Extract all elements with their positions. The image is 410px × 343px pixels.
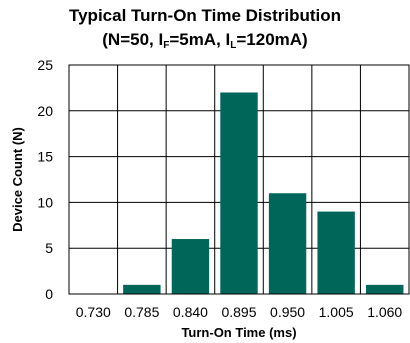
- y-tick-label: 15: [37, 149, 53, 165]
- x-axis-label: Turn-On Time (ms): [181, 325, 296, 340]
- x-tick-label: 0.840: [173, 304, 208, 320]
- y-tick-label: 10: [37, 194, 53, 210]
- plot-frame: [68, 64, 410, 295]
- bar-0.895: [220, 92, 258, 294]
- x-tick-label: 0.785: [124, 304, 159, 320]
- y-tick-label: 0: [45, 286, 53, 302]
- chart-title: Typical Turn-On Time Distribution: [68, 6, 341, 25]
- bar-0.785: [123, 284, 161, 294]
- chart-subtitle: (N=50, IF=5mA, IL=120mA): [102, 30, 308, 51]
- x-tick-label: 0.895: [221, 304, 256, 320]
- bar-1.005: [317, 211, 355, 294]
- x-tick-label: 1.005: [319, 304, 354, 320]
- y-tick-label: 25: [37, 57, 53, 73]
- y-tick-label: 20: [37, 103, 53, 119]
- y-axis-label: Device Count (N): [10, 127, 25, 232]
- x-tick-label: 1.060: [367, 304, 402, 320]
- x-tick-label: 0.950: [270, 304, 305, 320]
- bar-0.950: [268, 193, 307, 294]
- x-tick-labels: 0.730 0.785 0.840 0.895 0.950 1.005 1.060: [76, 304, 403, 320]
- bars: [123, 92, 404, 294]
- bar-1.060: [366, 284, 404, 294]
- x-tick-label: 0.730: [76, 304, 111, 320]
- y-tick-labels: 0 5 10 15 20 25: [37, 57, 53, 302]
- bar-0.840: [171, 239, 210, 294]
- y-tick-label: 5: [45, 240, 53, 256]
